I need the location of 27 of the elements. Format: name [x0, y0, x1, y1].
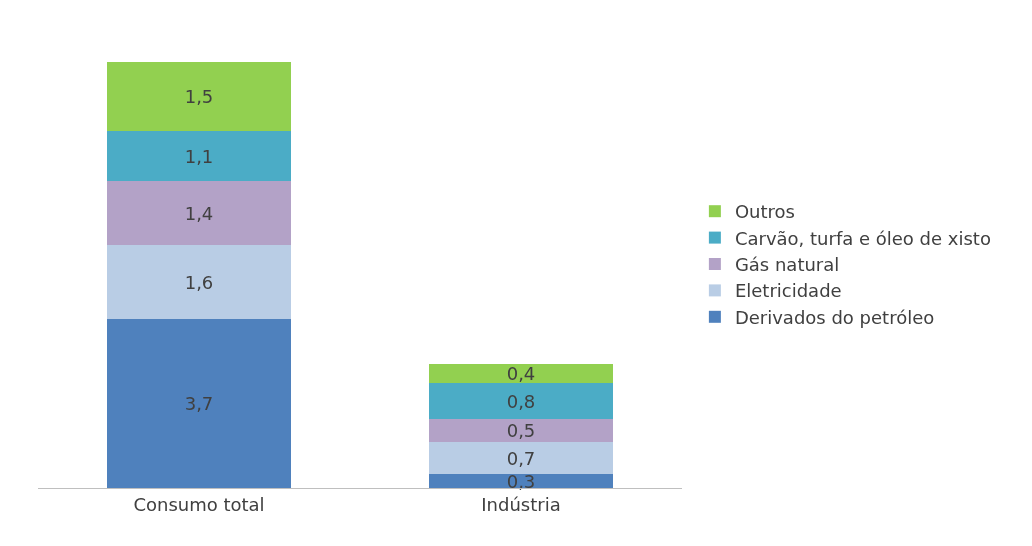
x-tick-label: Consumo total — [133, 493, 265, 515]
bar — [107, 318, 291, 488]
bar — [107, 181, 291, 246]
data-label: 0,5 — [506, 420, 536, 442]
bar — [107, 131, 291, 182]
data-label: 1,6 — [184, 271, 214, 293]
bar — [429, 442, 613, 475]
bar — [107, 62, 291, 132]
data-label: 1,5 — [184, 86, 214, 108]
data-label: 0,8 — [506, 390, 536, 412]
bar — [429, 419, 613, 443]
data-label: 0,4 — [506, 363, 536, 385]
bar — [429, 474, 613, 488]
data-label: 3,7 — [184, 392, 214, 414]
legend-label: Carvão, turfa e óleo de xisto — [734, 227, 991, 249]
bar — [429, 364, 613, 383]
bar — [107, 245, 291, 319]
legend-label: Gás natural — [734, 254, 840, 276]
data-label: 1,1 — [184, 145, 214, 167]
bar — [429, 382, 613, 420]
legend-label: Outros — [734, 201, 795, 223]
data-label: 0,7 — [506, 447, 536, 469]
data-label: 0,3 — [506, 470, 536, 492]
legend-label: Derivados do petróleo — [734, 306, 935, 328]
data-label: 1,4 — [184, 202, 214, 224]
legend-label: Eletricidade — [734, 280, 842, 302]
x-tick-label: Indústria — [481, 493, 561, 515]
